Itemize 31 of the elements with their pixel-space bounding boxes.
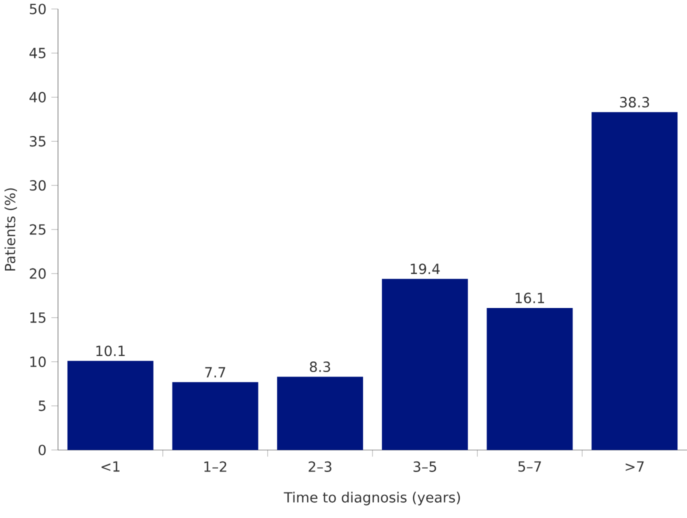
y-tick-label: 35	[30, 136, 46, 147]
data-label: 10.1	[96, 346, 125, 356]
y-tick-label: 20	[30, 268, 46, 279]
y-tick-label: 40	[30, 92, 46, 102]
x-axis-title: Time to diagnosis (years)	[284, 492, 460, 506]
y-axis-title: Patients (%)	[4, 188, 17, 270]
bar	[382, 278, 468, 450]
y-tick-label: 5	[38, 400, 46, 412]
x-tick-label: >7	[626, 461, 644, 472]
x-tick-label: 1–2	[204, 461, 226, 472]
bar	[277, 376, 364, 450]
data-label: 19.4	[410, 264, 440, 274]
bar	[592, 112, 678, 450]
y-tick-label: 0	[38, 444, 46, 456]
x-tick-label: 3–5	[414, 461, 436, 472]
data-label: 7.7	[205, 367, 226, 378]
data-label: 16.1	[516, 292, 544, 304]
x-tick-label: <1	[102, 461, 120, 472]
bar	[67, 360, 154, 450]
bar	[172, 382, 258, 450]
y-tick-label: 50	[30, 4, 46, 14]
y-tick-label: 25	[30, 224, 46, 235]
x-tick-label: 5–7	[518, 461, 541, 472]
data-label: 38.3	[620, 96, 650, 108]
y-tick-label: 10	[30, 356, 46, 368]
data-label: 8.3	[310, 361, 330, 372]
bar	[486, 308, 573, 450]
y-tick-label: 30	[30, 180, 46, 191]
y-tick-label: 45	[30, 48, 46, 58]
y-tick-label: 15	[30, 312, 46, 323]
x-tick-label: 2–3	[308, 461, 332, 472]
